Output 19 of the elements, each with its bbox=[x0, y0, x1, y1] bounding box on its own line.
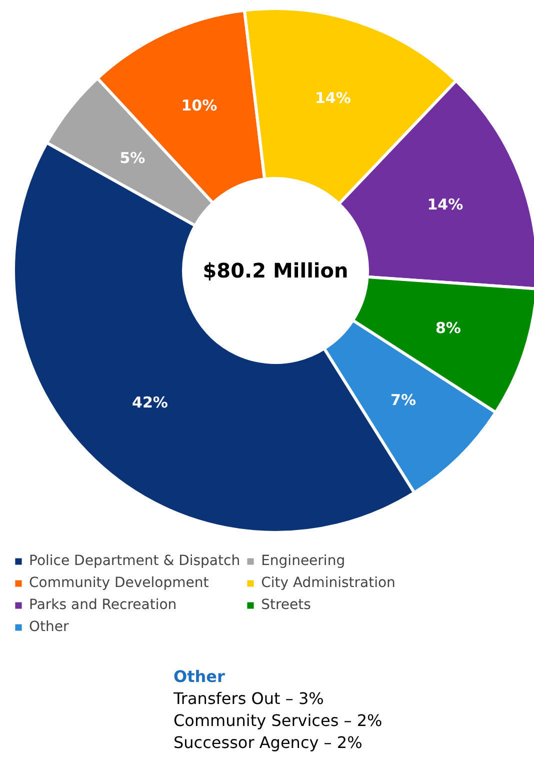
data-label: 42% bbox=[132, 393, 168, 412]
data-label: 14% bbox=[314, 88, 351, 107]
legend-label: City Administration bbox=[261, 574, 396, 592]
data-label: 5% bbox=[120, 148, 146, 167]
legend-label: Community Development bbox=[29, 574, 209, 592]
text: Successor Agency – 2% bbox=[174, 733, 362, 752]
data-label: 8% bbox=[435, 318, 461, 337]
legend-label: Engineering bbox=[261, 552, 346, 570]
legend-label: Parks and Recreation bbox=[29, 596, 177, 614]
data-label: 7% bbox=[390, 391, 416, 410]
data-label: 14% bbox=[427, 196, 464, 214]
text: Transfers Out – 3% bbox=[172, 689, 324, 708]
legend-label: Police Department & Dispatch bbox=[29, 552, 240, 570]
legend-label: Other bbox=[29, 618, 69, 636]
text: Community Services – 2% bbox=[174, 711, 382, 730]
legend-label: Streets bbox=[261, 596, 311, 614]
data-label: 10% bbox=[181, 96, 218, 114]
text: $80.2 Million bbox=[202, 258, 348, 282]
text: Other bbox=[174, 667, 225, 686]
